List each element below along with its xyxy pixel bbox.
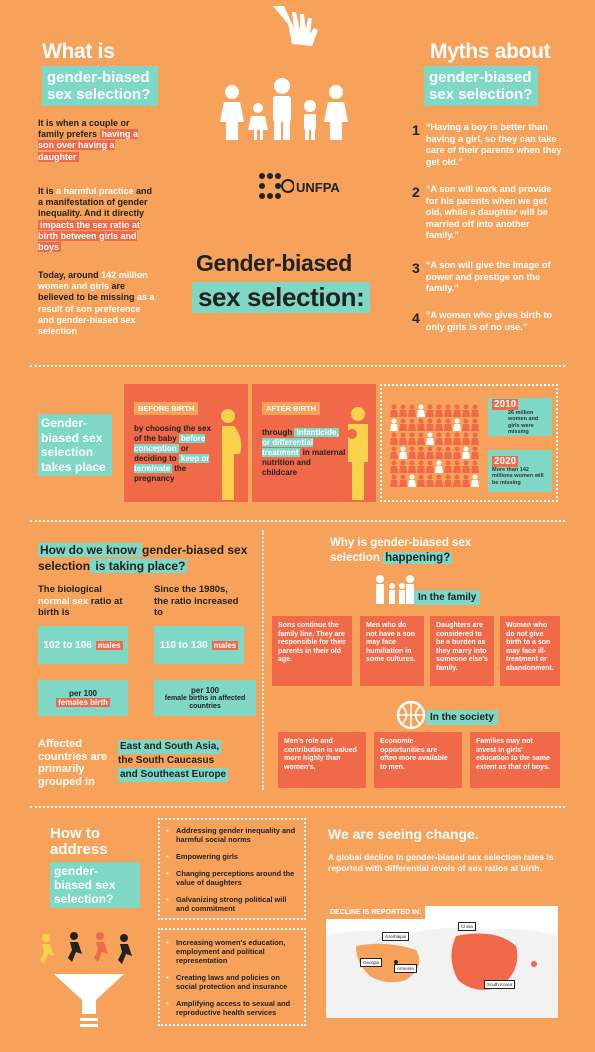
- address-item: Changing perceptions around the value of…: [166, 869, 298, 887]
- family-group-icon: [376, 575, 414, 604]
- divider: [30, 365, 565, 367]
- address-title: How to address: [50, 825, 108, 858]
- before-birth-panel: BEFORE BIRTH by choosing the sex of the …: [124, 384, 248, 502]
- map-tag-armenia: Armenia: [394, 964, 417, 973]
- before-birth-tag: BEFORE BIRTH: [134, 402, 199, 415]
- unfpa-logo-text: UNFPA: [296, 180, 340, 195]
- map-tag-china: China: [458, 922, 476, 931]
- stat-2020-text: More than 142 millions women will be mis…: [492, 466, 544, 486]
- in-the-society-label: In the society: [426, 710, 498, 725]
- main-title-line1: Gender-biased: [196, 250, 352, 276]
- divider: [30, 806, 565, 808]
- decline-map: DECLINE IS REPORTED IN: China Azerbaijan…: [326, 906, 558, 1018]
- why-title: Why is gender-biased sex selection happe…: [330, 537, 472, 564]
- divider: [262, 530, 264, 790]
- funnel-icon: [40, 932, 132, 1027]
- family-cell: Women who do not give birth to a son may…: [500, 616, 560, 686]
- takes-place-label: Gender-biased sex selection takes place: [38, 414, 112, 476]
- ratio-normal-head: The biological normal sex ratio at birth…: [38, 584, 123, 618]
- males-normal-box: 102 to 106 males: [38, 626, 128, 664]
- hand-icon: [268, 6, 328, 56]
- address-subtitle: gender-biased sex selection?: [50, 862, 140, 908]
- missing-women-panel: 2010 26 million women and girls were mis…: [380, 384, 558, 502]
- myths-title: Myths about: [430, 40, 551, 63]
- affected-label: Affected countries are primarily grouped…: [38, 738, 108, 788]
- myth-item: 1 “Having a boy is better than having a …: [412, 122, 562, 167]
- address-item: Empowering girls: [166, 852, 298, 861]
- what-is-p3: Today, around 142 million women and girl…: [38, 270, 155, 337]
- society-cell: Families may not invest in girls' educat…: [470, 732, 560, 788]
- unfpa-logo-icon: [258, 172, 295, 200]
- family-cell: Daughters are considered to be a burden …: [430, 616, 494, 686]
- in-the-family-label: In the family: [414, 590, 481, 605]
- family-icon: [218, 78, 378, 142]
- ratio-increased-head: Since the 1980s, the ratio increased to: [154, 584, 239, 618]
- myth-item: 3 “A son will give the image of power an…: [412, 260, 551, 294]
- map-label: DECLINE IS REPORTED IN:: [326, 906, 426, 919]
- after-birth-panel: AFTER BIRTH through infanticide, or diff…: [252, 384, 376, 502]
- myth-item: 4 “A woman who gives birth to only girls…: [412, 310, 553, 332]
- what-is-title: What is: [42, 40, 115, 63]
- stat-2010-text: 26 million women and girls were missing: [508, 409, 539, 436]
- stat-2020-year: 2020: [492, 455, 519, 467]
- address-item: Amplifying access to sexual and reproduc…: [166, 999, 298, 1017]
- divider: [30, 520, 565, 522]
- family-cell: Men who do not have a son may face humil…: [360, 616, 424, 686]
- map-tag-south-korea: South Korea: [484, 980, 516, 989]
- address-list-1-box: Addressing gender inequality and harmful…: [158, 818, 306, 920]
- what-is-p1: It is when a couple or family prefers ha…: [38, 118, 139, 162]
- stat-2010: 2010 26 million women and girls were mis…: [488, 398, 552, 436]
- myth-item: 2 “A son will work and provide for his p…: [412, 184, 552, 241]
- main-title-line2: sex selection:: [192, 282, 371, 313]
- before-birth-text: by choosing the sex of the baby before c…: [134, 424, 211, 483]
- what-is-p2: It is a harmful practice and a manifesta…: [38, 186, 153, 253]
- missing-women-icons: [390, 404, 479, 487]
- females-normal-box: per 100 females birth: [38, 680, 128, 716]
- pregnant-woman-icon: [221, 409, 242, 500]
- males-increased-box: 110 to 130 males: [154, 626, 244, 664]
- address-item: Creating laws and policies on social pro…: [166, 973, 298, 991]
- society-cell: Men's role and contribution is valued mo…: [278, 732, 366, 788]
- address-item: Increasing women's education, employment…: [166, 938, 298, 965]
- society-icon: [396, 700, 426, 730]
- address-item: Addressing gender inequality and harmful…: [166, 826, 298, 844]
- after-birth-tag: AFTER BIRTH: [262, 402, 320, 415]
- society-cell: Economic opportunities are often more av…: [374, 732, 462, 788]
- stat-2010-year: 2010: [492, 398, 519, 410]
- change-text: A global decline in gender-biased sex se…: [328, 852, 554, 873]
- what-is-subtitle: gender-biased sex selection?: [42, 66, 158, 106]
- females-increased-box: per 100 female births in affected countr…: [154, 680, 256, 716]
- myths-list: 1 “Having a boy is better than having a …: [412, 122, 562, 350]
- address-item: Galvanizing strong political will and co…: [166, 895, 298, 913]
- address-list-2-box: Increasing women's education, employment…: [158, 928, 306, 1026]
- how-know-title: How do we know gender-biased sex selecti…: [38, 543, 248, 573]
- stat-2020: 2020 More than 142 millions women will b…: [488, 450, 552, 492]
- map-tag-azerbaijan: Azerbaijan: [382, 932, 410, 941]
- family-cell: Sons continue the family line. They are …: [272, 616, 352, 686]
- mother-child-icon: [347, 407, 368, 500]
- map-tag-georgia: Georgia: [360, 958, 383, 967]
- change-title: We are seeing change.: [328, 826, 479, 842]
- affected-regions: East and South Asia, the South Caucasus …: [118, 740, 229, 782]
- after-birth-text: through infanticide, or differential tre…: [262, 428, 346, 477]
- myths-subtitle: gender-biased sex selection?: [424, 66, 538, 106]
